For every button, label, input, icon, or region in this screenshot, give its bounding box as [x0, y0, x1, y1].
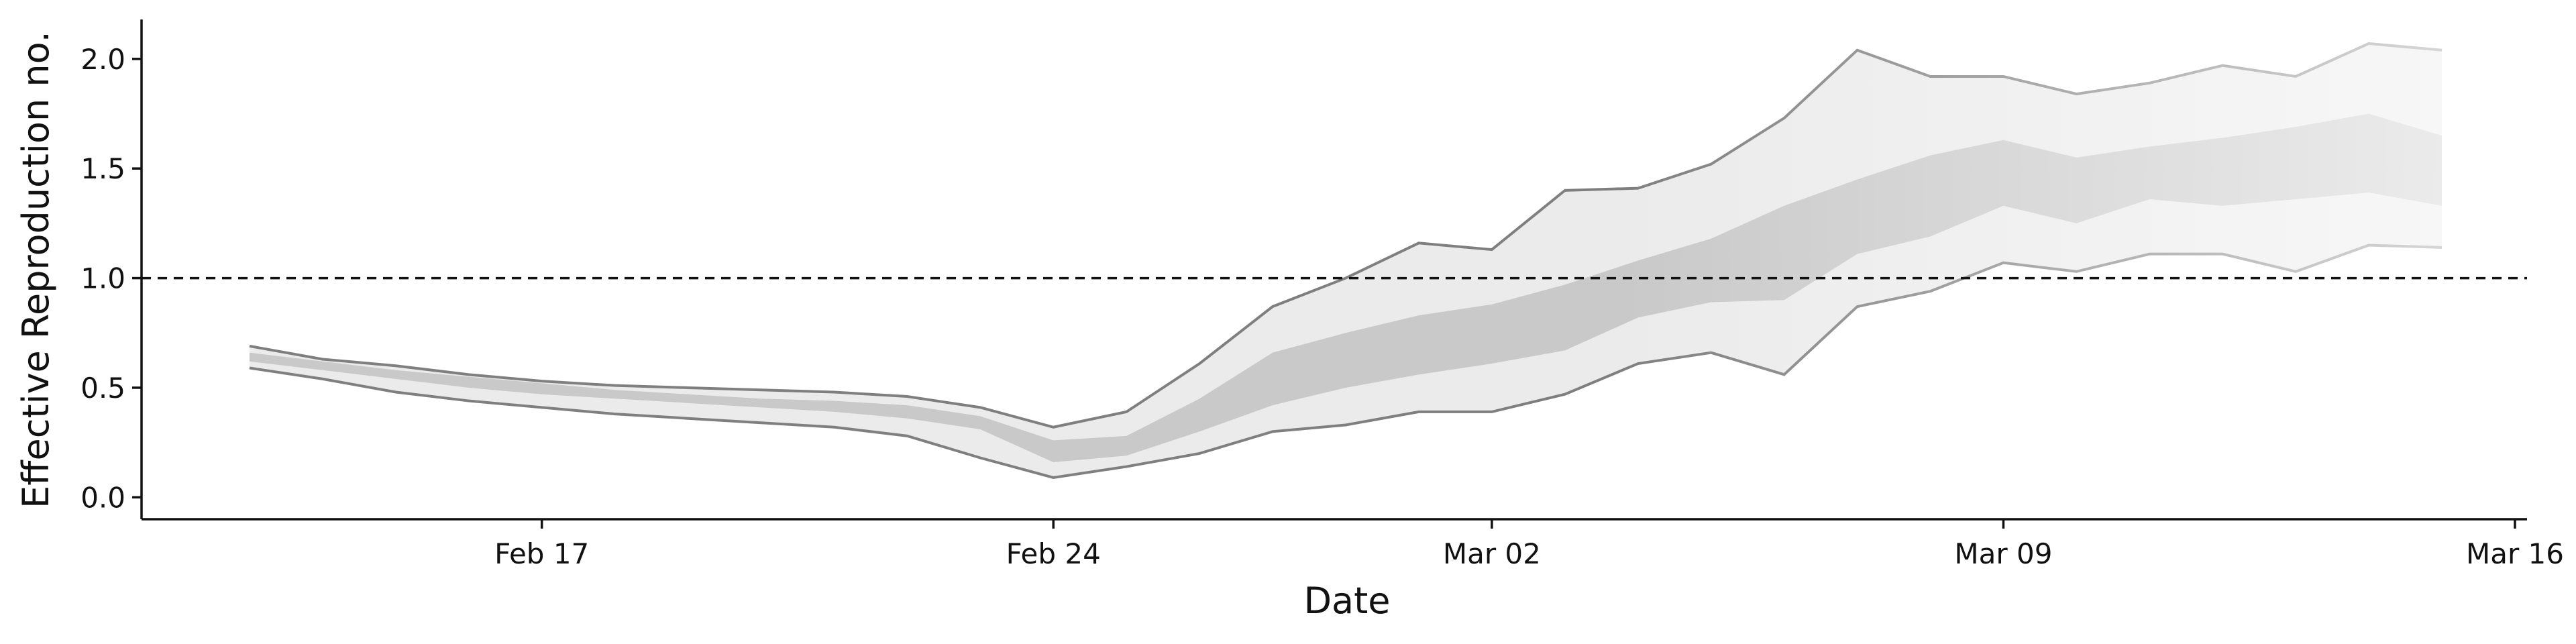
- band-upper-line: [249, 42, 2443, 429]
- y-axis-label: Effective Reproduction no.: [15, 31, 57, 508]
- band-lower-line: [249, 244, 2443, 479]
- y-tick-label: 1.5: [80, 152, 125, 185]
- y-tick-label: 1.0: [80, 262, 125, 295]
- outer-band: [249, 43, 2443, 478]
- y-tick-label: 2.0: [80, 43, 125, 76]
- x-tick-label: Feb 17: [494, 537, 589, 570]
- x-tick-label: Mar 09: [1954, 537, 2052, 570]
- inner-band: [249, 113, 2443, 463]
- y-tick-label: 0.5: [80, 372, 125, 405]
- x-tick-label: Mar 16: [2466, 537, 2564, 570]
- x-tick-label: Feb 24: [1006, 537, 1101, 570]
- x-tick-label: Mar 02: [1443, 537, 1541, 570]
- y-tick-label: 0.0: [80, 481, 125, 514]
- x-axis-label: Date: [1303, 580, 1390, 622]
